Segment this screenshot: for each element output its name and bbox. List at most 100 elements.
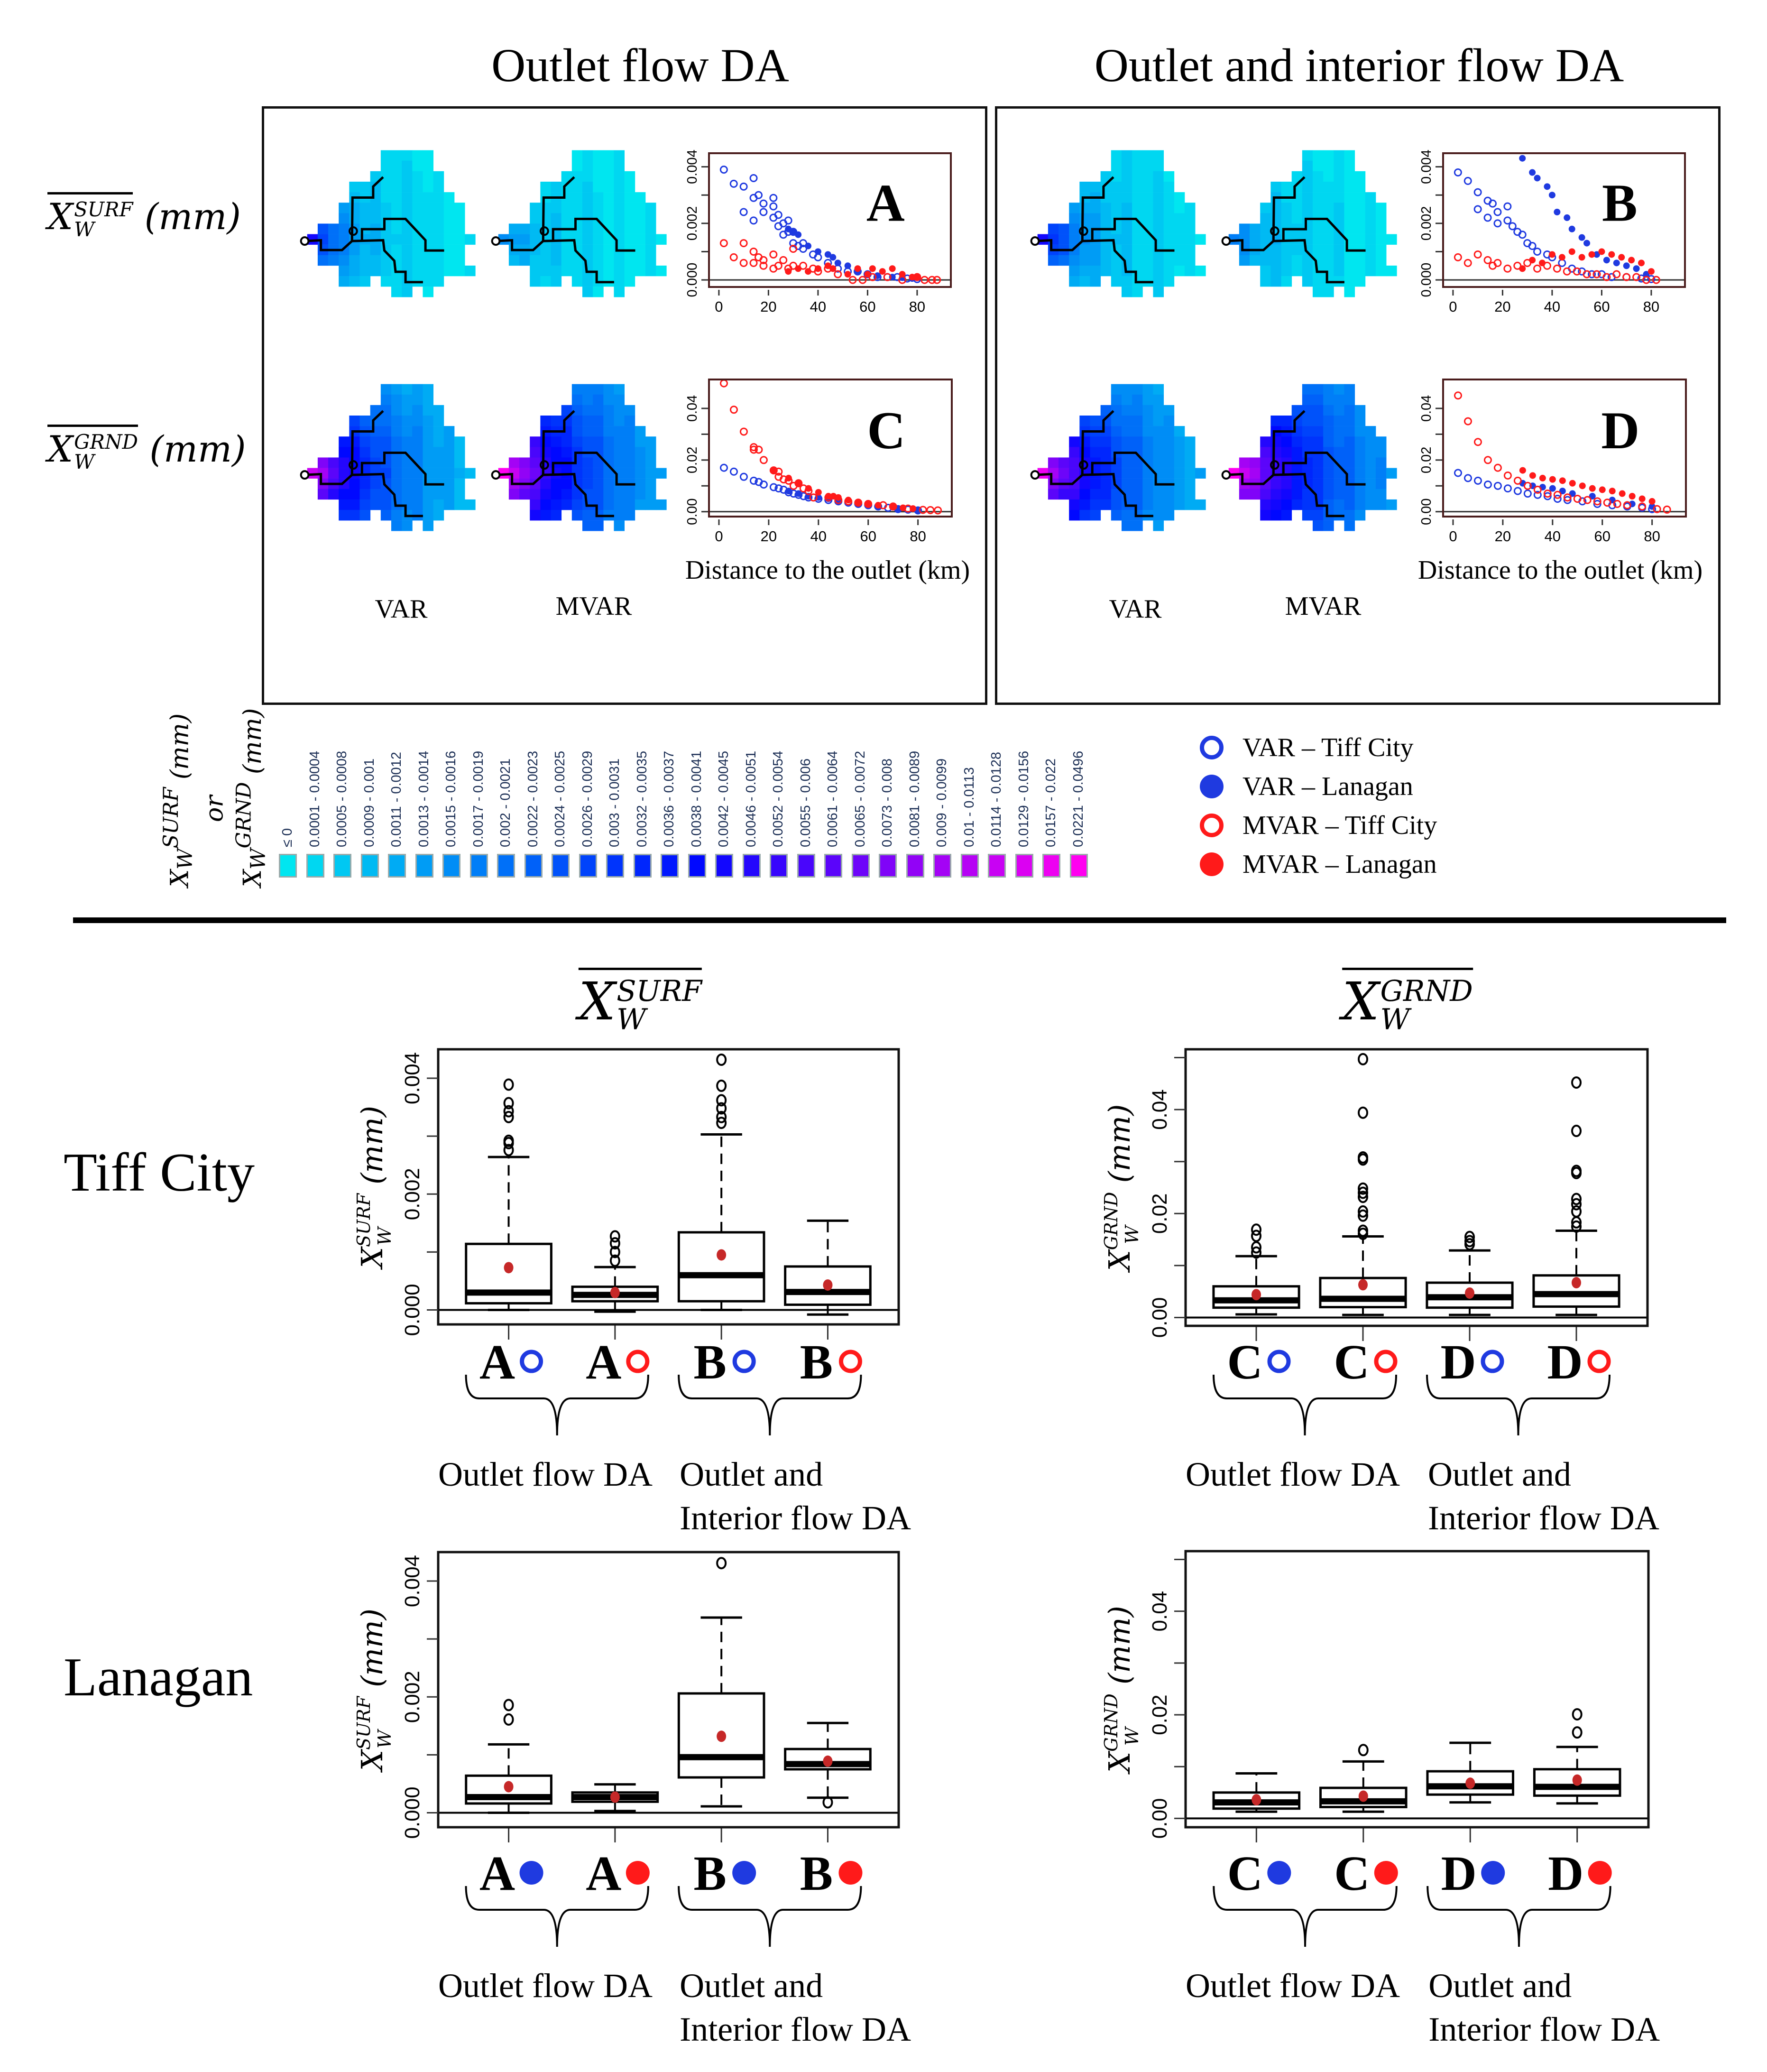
map-cell	[1334, 160, 1344, 172]
watershed-map	[1030, 150, 1206, 297]
data-point	[1493, 463, 1502, 472]
stream-line	[1273, 177, 1305, 241]
map-cell	[593, 213, 604, 224]
map-cell	[370, 436, 381, 447]
map-cell	[1334, 234, 1344, 245]
map-cell	[1163, 171, 1175, 182]
data-point	[1519, 265, 1526, 272]
map-cell	[443, 255, 455, 266]
map-cell	[349, 478, 360, 490]
data-point	[1519, 467, 1526, 474]
map-cell	[1090, 255, 1101, 266]
map-cell	[1312, 223, 1324, 234]
map-cell	[402, 171, 413, 182]
map-cell	[624, 457, 635, 468]
map-cell	[1142, 468, 1153, 479]
stream-line	[553, 453, 635, 485]
map-cell	[328, 223, 339, 234]
map-cell	[412, 499, 423, 510]
data-point	[759, 199, 768, 208]
data-point	[855, 499, 862, 506]
map-cell	[1121, 415, 1132, 426]
map-cell	[603, 489, 614, 500]
watershed-map	[300, 384, 476, 531]
map-cell	[1323, 234, 1334, 245]
map-cell	[1354, 468, 1366, 479]
map-cell	[1132, 213, 1143, 224]
map-cell	[530, 447, 541, 458]
map-cell	[412, 405, 423, 416]
map-cell	[1323, 447, 1334, 458]
data-point	[1643, 271, 1650, 278]
map-cell	[530, 255, 541, 266]
map-cell	[498, 234, 509, 245]
outlier-point	[716, 1094, 727, 1107]
map-cell	[1111, 489, 1122, 500]
map-cell	[1260, 234, 1271, 245]
data-point	[1548, 251, 1555, 258]
map-cell	[1270, 415, 1281, 426]
map-cell	[1132, 478, 1143, 490]
category-label: C	[1227, 1846, 1263, 1901]
map-cell	[1153, 287, 1164, 297]
colorbar-swatch	[442, 854, 460, 878]
data-point	[1529, 169, 1536, 176]
x-tick-label: 60	[1594, 528, 1610, 545]
map-cell	[433, 509, 444, 521]
map-cell	[614, 276, 625, 287]
group-brace	[1426, 1886, 1611, 1947]
map-cell	[370, 405, 381, 416]
map-cell	[349, 415, 360, 426]
map-cell	[1121, 203, 1132, 213]
outlier-point	[822, 1796, 833, 1809]
map-cell	[465, 234, 476, 245]
map-cell	[571, 509, 583, 521]
map-cell	[391, 192, 402, 203]
legend-label: VAR – Tiff City	[1242, 733, 1414, 762]
map-cell	[1111, 415, 1122, 426]
legend-item: VAR – Tiff City	[1200, 731, 1414, 764]
map-cell	[624, 509, 635, 521]
y-tick-label: 0.002	[401, 1168, 424, 1220]
map-cell	[571, 394, 583, 406]
map-cell	[571, 489, 583, 500]
map-cell	[1142, 436, 1153, 447]
map-cell	[540, 489, 551, 500]
map-cell	[1250, 468, 1261, 479]
map-cell	[1121, 171, 1132, 182]
map-cell	[593, 192, 604, 203]
data-point	[883, 273, 892, 281]
data-point	[865, 500, 872, 508]
outlier-point	[716, 1079, 727, 1092]
data-point	[844, 262, 851, 269]
map-cell	[370, 255, 381, 266]
map-cell	[402, 223, 413, 234]
map-cell	[339, 447, 350, 458]
map-cell	[1184, 468, 1196, 479]
map-cell	[423, 171, 434, 182]
y-axis-title: XSURFW (mm)	[353, 1106, 395, 1270]
data-point	[1549, 485, 1556, 492]
map-cell	[412, 468, 423, 479]
map-cell	[530, 468, 541, 479]
map-cell	[1281, 276, 1292, 287]
plot-frame	[1442, 379, 1687, 518]
stream-line	[1273, 411, 1305, 475]
map-cell	[412, 384, 423, 395]
map-cell	[1354, 499, 1366, 510]
map-cell	[1174, 426, 1185, 437]
map-cell	[530, 213, 541, 224]
data-point	[1549, 476, 1556, 483]
map-cell	[1312, 287, 1324, 297]
scatter-panel-a: 0 20 40 60 80 0.000 0.002 0.004 A	[685, 149, 952, 315]
map-cell	[571, 171, 583, 182]
map-cell	[1334, 394, 1344, 406]
stream-line	[1082, 177, 1114, 241]
data-point	[729, 467, 738, 476]
map-cell	[359, 509, 371, 521]
data-point	[785, 225, 792, 232]
colorbar-swatch	[1042, 854, 1060, 878]
map-cell	[380, 436, 392, 447]
data-point	[814, 265, 821, 272]
map-cell	[1163, 457, 1175, 468]
